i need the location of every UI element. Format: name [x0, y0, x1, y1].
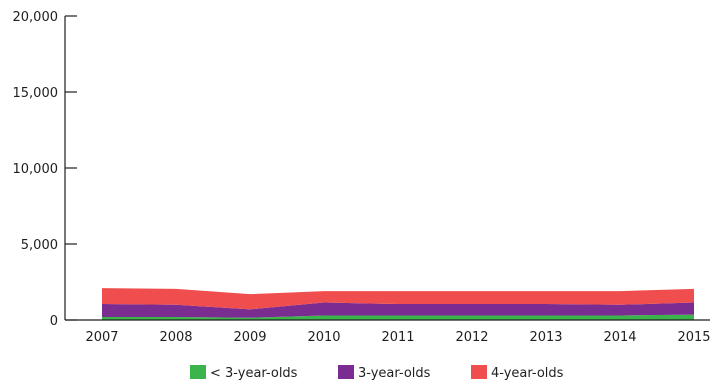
areas-layer: [102, 288, 694, 320]
y-tick-label: 10,000: [13, 162, 59, 177]
x-tick-label: 2007: [85, 330, 118, 345]
y-tick-label: 20,000: [13, 10, 59, 25]
legend-swatch: [471, 365, 487, 379]
x-tick-label: 2015: [677, 330, 710, 345]
legend: < 3-year-olds 3-year-olds 4-year-olds: [190, 365, 564, 381]
x-tick-label: 2013: [529, 330, 562, 345]
y-tick-label: 5,000: [21, 238, 58, 253]
y-tick-label: 0: [50, 314, 58, 329]
x-tick-label: 2009: [233, 330, 266, 345]
legend-item-0: < 3-year-olds: [190, 365, 298, 381]
x-tick-label: 2010: [307, 330, 340, 345]
legend-swatch: [338, 365, 354, 379]
axes-layer: 0 5,000 10,000 15,000 20,000 2007 2008 2009 2010…: [13, 10, 711, 345]
legend-label: 3-year-olds: [358, 366, 431, 381]
legend-item-1: 3-year-olds: [338, 365, 431, 381]
x-tick-label: 2011: [381, 330, 414, 345]
legend-label: < 3-year-olds: [210, 366, 298, 381]
legend-label: 4-year-olds: [491, 366, 564, 381]
x-tick-label: 2008: [159, 330, 192, 345]
x-tick-label: 2012: [455, 330, 488, 345]
x-tick-label: 2014: [603, 330, 636, 345]
area-series-2: [102, 288, 694, 310]
y-tick-label: 15,000: [13, 86, 59, 101]
legend-swatch: [190, 365, 206, 379]
area-series-1: [102, 302, 694, 318]
legend-item-2: 4-year-olds: [471, 365, 564, 381]
area-series-0: [102, 314, 694, 320]
